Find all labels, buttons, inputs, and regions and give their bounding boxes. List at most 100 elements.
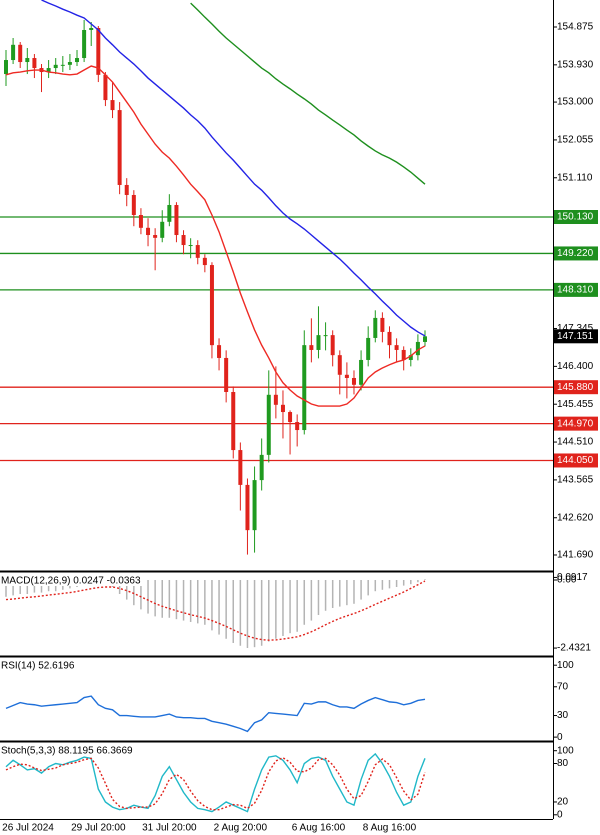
histogram-bar (26, 579, 29, 594)
panel-title-bg (0, 574, 143, 586)
candle-body (288, 412, 293, 423)
candle-body (75, 58, 80, 63)
histogram-bar (346, 579, 348, 606)
indicator-line (5, 695, 426, 733)
histogram-bar (353, 579, 355, 604)
candle-body (259, 454, 264, 481)
candle-body (11, 44, 16, 61)
level-label-box (554, 380, 598, 395)
candle-body (4, 60, 8, 75)
level-label-box (554, 246, 598, 261)
histogram-bar (161, 579, 163, 618)
candle-body (195, 245, 200, 258)
x-tick-label: 26 Jul 2024 (2, 823, 54, 834)
current-price-box (554, 329, 598, 344)
level-label: 144.050 (557, 455, 594, 466)
candle-body (160, 221, 165, 238)
histogram-bar (189, 579, 192, 622)
candle-body (18, 44, 23, 63)
candle-body (337, 355, 342, 375)
candle-body (266, 394, 271, 455)
candle-body (330, 335, 335, 356)
candle-body (181, 235, 186, 246)
histogram-bar (360, 579, 362, 600)
y-tick-label: 142.620 (557, 512, 594, 523)
level-label-box (554, 282, 598, 297)
histogram-bar (232, 579, 235, 643)
histogram-bar (225, 579, 227, 639)
candle-body (167, 204, 172, 222)
histogram-bar (40, 579, 43, 593)
candle-body (401, 349, 406, 360)
histogram-bar (5, 579, 7, 597)
histogram-bar (296, 579, 298, 632)
candle-body (146, 227, 151, 236)
x-tick-label: 8 Aug 16:00 (363, 823, 417, 834)
candle-body (231, 392, 236, 451)
histogram-bar (268, 579, 270, 642)
histogram-bar (19, 579, 21, 594)
candle-body (302, 345, 307, 431)
histogram-bar (395, 579, 398, 587)
histogram-bar (282, 579, 284, 636)
candle-body (366, 337, 371, 360)
candle-body (415, 341, 420, 356)
y-tick-label: 154.875 (557, 22, 594, 33)
histogram-bar (402, 579, 405, 586)
histogram-bar (239, 579, 242, 646)
y-tick-label: 145.455 (557, 399, 594, 410)
level-label: 145.880 (557, 382, 594, 393)
histogram-bar (168, 579, 171, 618)
indicator-line (190, 2, 426, 185)
candle-body (153, 235, 158, 238)
candle-body (32, 58, 37, 69)
candle-body (344, 374, 349, 378)
candle-body (316, 335, 321, 350)
histogram-bar (125, 579, 128, 600)
histogram-bar (417, 579, 419, 583)
panel-title: Stoch(5,3,3) 88.1195 66.3669 (1, 746, 133, 757)
y-tick-label: 0.00 (557, 575, 577, 586)
y-tick-label: 20 (557, 797, 569, 808)
histogram-bar (367, 579, 369, 596)
candle-body (110, 100, 115, 111)
histogram-bar (339, 579, 341, 607)
histogram-bar (211, 579, 213, 631)
candle-body (273, 394, 278, 405)
x-tick-label: 6 Aug 16:00 (292, 823, 346, 834)
candle-body (89, 27, 94, 30)
y-tick-label: 144.510 (557, 437, 594, 448)
histogram-bar (424, 579, 426, 580)
candle-body (245, 484, 250, 531)
candle-body (60, 64, 65, 66)
candle-body (295, 422, 300, 431)
level-label-box (554, 210, 598, 225)
histogram-bar (289, 579, 291, 634)
candle-body (131, 194, 136, 216)
y-tick-label: 30 (557, 710, 569, 721)
candle-body (82, 29, 87, 59)
histogram-bar (118, 579, 121, 594)
indicator-line (41, 0, 426, 337)
candle-body (387, 331, 392, 346)
y-tick-label: 80 (557, 758, 569, 769)
histogram-bar (410, 579, 412, 585)
candle-body (53, 64, 58, 69)
histogram-bar (140, 579, 142, 610)
histogram-bar (310, 579, 313, 621)
y-tick-label: 151.110 (557, 172, 593, 183)
candle-body (209, 265, 214, 346)
histogram-bar (133, 579, 135, 606)
y-tick-label: -2.4321 (557, 643, 591, 654)
candle-body (280, 404, 285, 413)
panel-title: MACD(12,26,9) 0.0247 -0.0363 (1, 576, 141, 587)
level-label-box (554, 453, 598, 468)
panel-title: RSI(14) 52.6196 (1, 661, 75, 672)
histogram-bar (204, 579, 206, 625)
candle-body (117, 110, 122, 185)
histogram-bar (246, 579, 249, 649)
candle-body (309, 345, 314, 350)
candle-body (96, 27, 101, 75)
